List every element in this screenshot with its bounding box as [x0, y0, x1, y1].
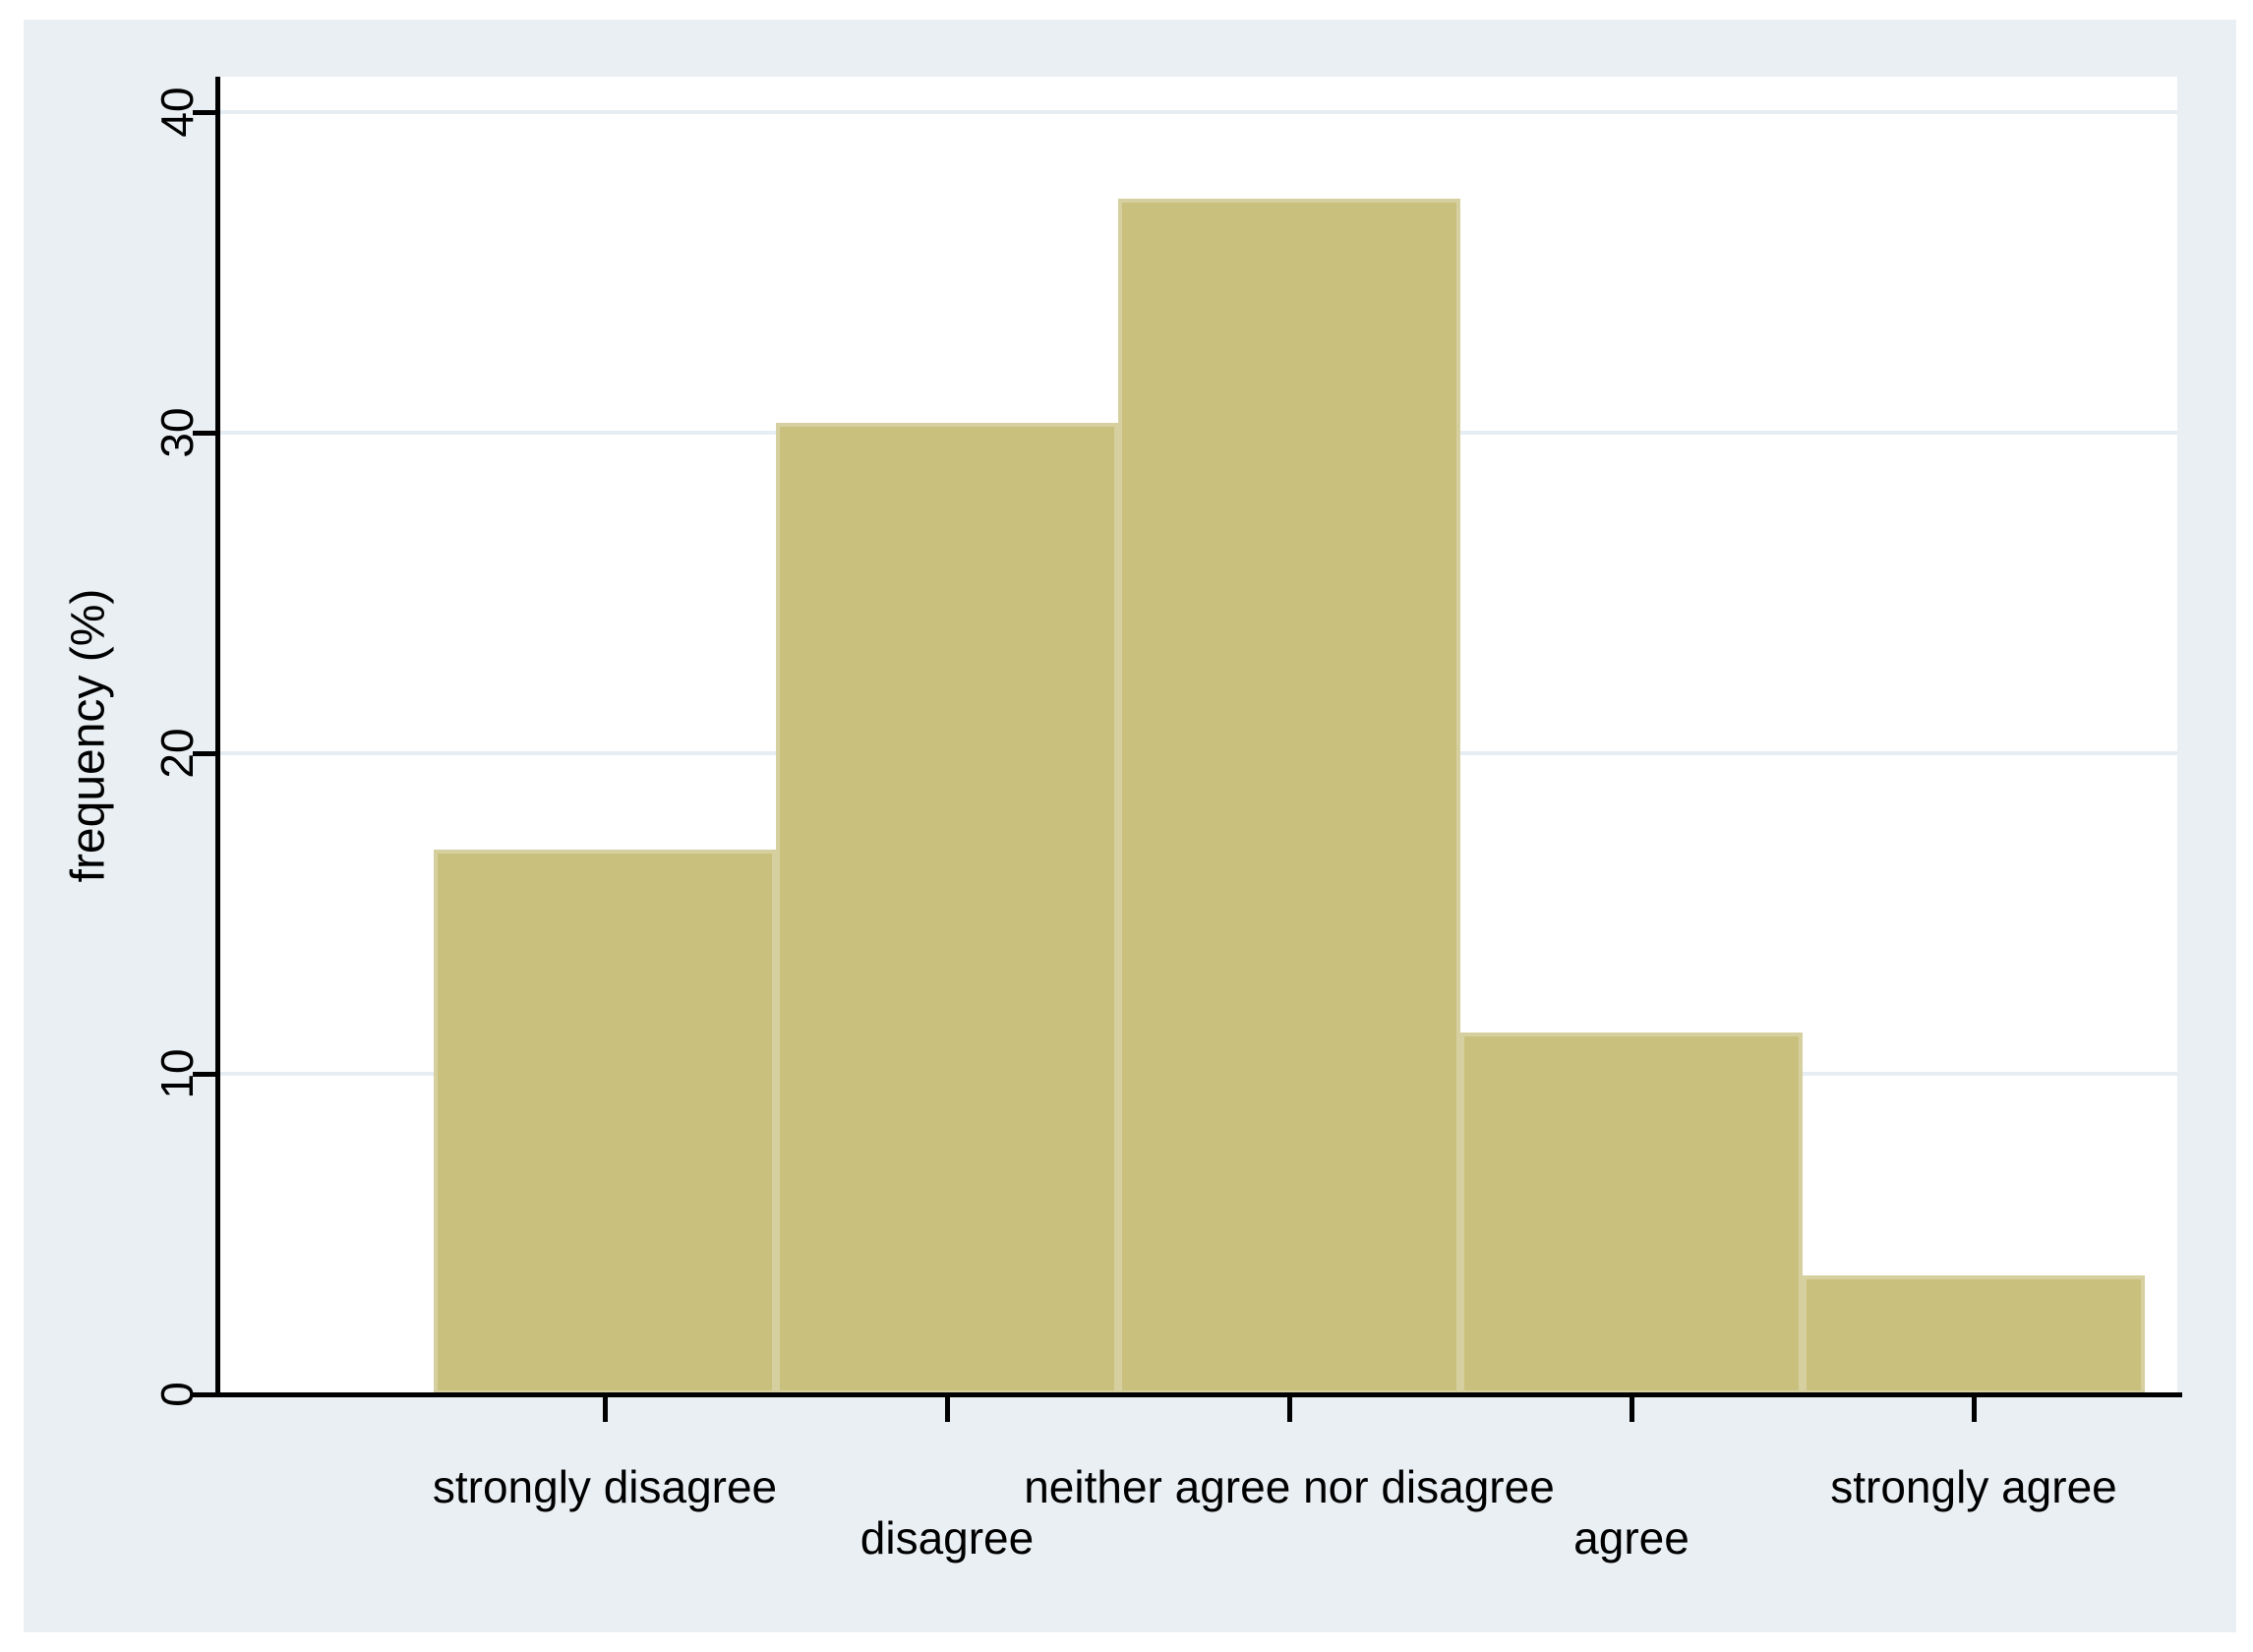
x-axis: [215, 1392, 2182, 1397]
bar-disagree: [776, 423, 1118, 1394]
gridline-40: [220, 110, 2177, 114]
x-tick-4: [1630, 1392, 1634, 1422]
bar-neither-agree-nor-disagree: [1118, 199, 1460, 1394]
x-tick-5: [1972, 1392, 1977, 1422]
y-tick-label-20: 20: [151, 728, 203, 779]
x-tick-1: [603, 1392, 608, 1422]
x-label-strongly-agree: strongly agree: [1830, 1461, 2117, 1512]
y-tick-0: [193, 1392, 216, 1397]
x-tick-3: [1287, 1392, 1292, 1422]
y-axis: [215, 77, 220, 1397]
y-tick-10: [193, 1072, 216, 1077]
y-tick-label-30: 30: [151, 407, 203, 458]
bar-strongly-agree: [1803, 1275, 2145, 1394]
bar-strongly-disagree: [434, 850, 776, 1394]
y-tick-label-0: 0: [151, 1382, 203, 1407]
x-label-agree: agree: [1573, 1512, 1690, 1564]
bar-agree: [1460, 1032, 1803, 1394]
y-tick-40: [193, 110, 216, 115]
y-tick-20: [193, 751, 216, 756]
y-axis-title: frequency (%): [62, 588, 115, 883]
x-label-disagree: disagree: [860, 1512, 1035, 1564]
y-tick-30: [193, 431, 216, 436]
x-label-neither-agree-nor-disagree: neither agree nor disagree: [1024, 1461, 1555, 1512]
x-label-strongly-disagree: strongly disagree: [432, 1461, 778, 1512]
y-tick-label-10: 10: [151, 1048, 203, 1099]
y-tick-label-40: 40: [151, 87, 203, 138]
x-tick-2: [945, 1392, 950, 1422]
